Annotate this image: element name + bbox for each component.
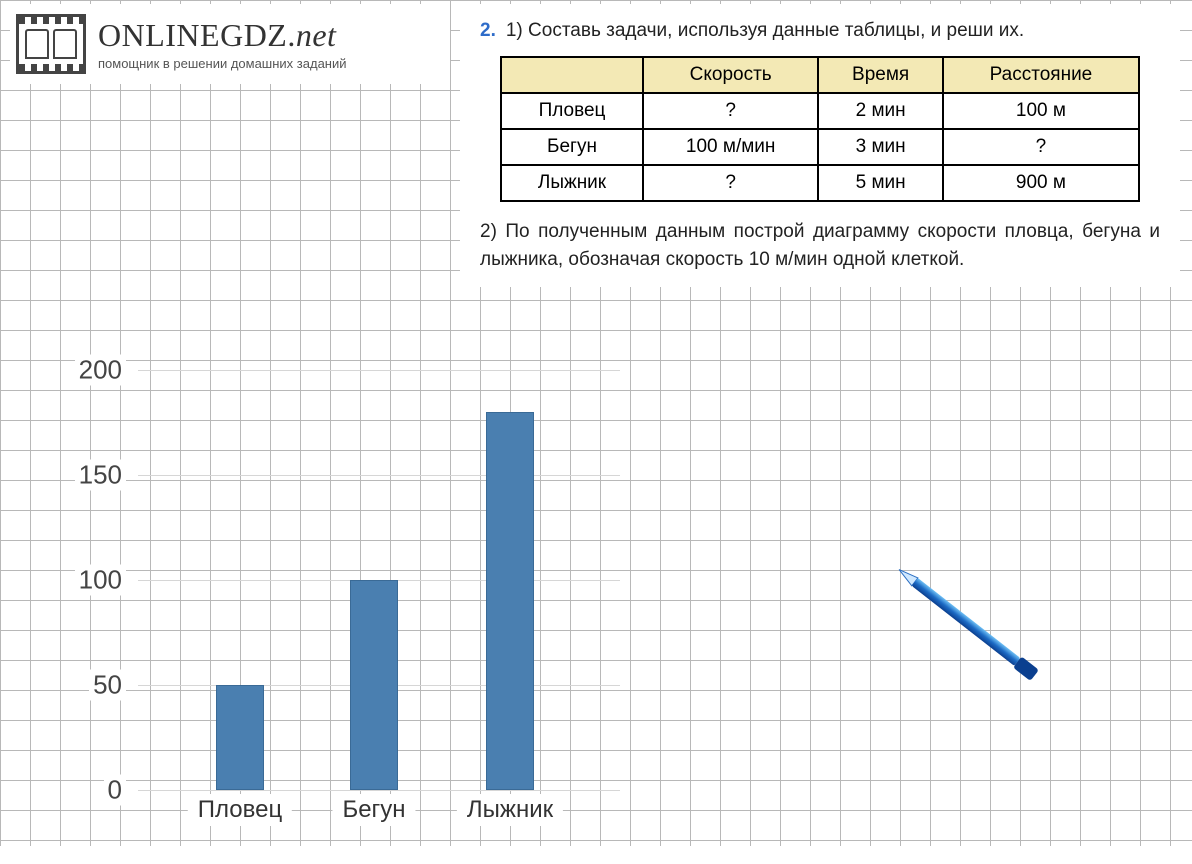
y-tick-label: 50 bbox=[89, 670, 126, 701]
chart-bar bbox=[216, 685, 264, 790]
table-row: Бегун 100 м/мин 3 мин ? bbox=[501, 129, 1139, 165]
table-header: Расстояние bbox=[943, 57, 1139, 93]
chart-gridline bbox=[138, 475, 620, 476]
data-table: Скорость Время Расстояние Пловец ? 2 мин… bbox=[500, 56, 1140, 202]
table-header-row: Скорость Время Расстояние bbox=[501, 57, 1139, 93]
table-row: Лыжник ? 5 мин 900 м bbox=[501, 165, 1139, 201]
problem-number: 2. bbox=[480, 20, 496, 42]
plot-area bbox=[138, 370, 620, 790]
y-tick-label: 0 bbox=[104, 775, 126, 806]
problem-statement: 2. 1) Составь задачи, используя данные т… bbox=[460, 4, 1180, 287]
y-tick-label: 100 bbox=[75, 565, 126, 596]
book-film-icon bbox=[16, 14, 86, 74]
chart-bar bbox=[350, 580, 398, 790]
table-row: Пловец ? 2 мин 100 м bbox=[501, 93, 1139, 129]
problem-text-1: 1) Составь задачи, используя данные табл… bbox=[506, 20, 1024, 42]
table-header bbox=[501, 57, 643, 93]
y-tick-label: 200 bbox=[75, 355, 126, 386]
logo-title: ONLINEGDZ.net bbox=[98, 17, 347, 54]
pen-icon bbox=[870, 555, 1070, 695]
table-header: Скорость bbox=[643, 57, 818, 93]
x-tick-label: Лыжник bbox=[457, 794, 563, 826]
chart-gridline bbox=[138, 790, 620, 791]
problem-text-2: 2) По полученным данным построй диаграмм… bbox=[480, 218, 1160, 273]
x-tick-label: Пловец bbox=[188, 794, 292, 826]
speed-bar-chart: 050100150200 ПловецБегунЛыжник bbox=[60, 370, 620, 830]
chart-bar bbox=[486, 412, 534, 790]
y-tick-label: 150 bbox=[75, 460, 126, 491]
x-axis: Пловец Бегун Лыжник bbox=[138, 794, 620, 830]
chart-gridline bbox=[138, 370, 620, 371]
table-header: Время bbox=[818, 57, 943, 93]
y-axis: 050100150200 bbox=[60, 370, 132, 790]
x-tick-label: Бегун bbox=[332, 794, 415, 826]
site-logo: ONLINEGDZ.net помощник в решении домашни… bbox=[10, 4, 450, 84]
logo-subtitle: помощник в решении домашних заданий bbox=[98, 56, 347, 71]
bottom-edge bbox=[0, 846, 1192, 864]
